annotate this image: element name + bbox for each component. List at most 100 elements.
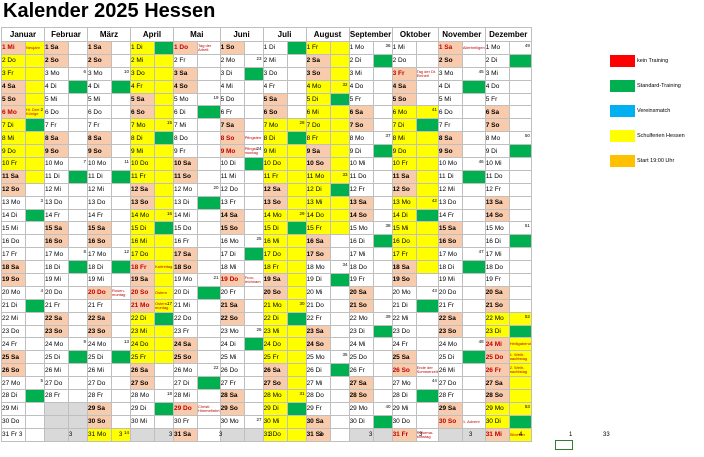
day-cell[interactable]: 18 Mi — [219, 260, 245, 275]
day-cell[interactable]: 13 Mo — [391, 195, 417, 210]
day-cell[interactable]: 28 Di — [391, 389, 417, 403]
day-cell[interactable]: 6 Do — [44, 105, 69, 120]
day-cell[interactable]: 19 Mi — [437, 273, 463, 287]
day-cell[interactable]: 31 Mi — [484, 427, 510, 442]
day-cell[interactable]: 30 Mi — [262, 414, 288, 429]
day-cell[interactable]: 8 Mo — [484, 131, 510, 146]
day-cell[interactable]: 23 Sa — [305, 324, 331, 339]
day-cell[interactable]: 5 Do — [219, 92, 245, 107]
day-cell[interactable]: 3 Mo — [437, 66, 463, 81]
day-cell[interactable]: 2 Di — [348, 53, 374, 68]
day-cell[interactable]: 17 Fr — [391, 247, 417, 262]
day-cell[interactable]: 15 Mi — [391, 221, 417, 236]
day-cell[interactable]: 5 Mi — [437, 92, 463, 107]
day-cell[interactable]: 21 Di — [391, 298, 417, 313]
day-cell[interactable]: 20 Sa — [348, 285, 374, 300]
day-cell[interactable]: 8 Mi — [1, 131, 26, 146]
day-cell[interactable]: 23 Do — [391, 324, 417, 339]
day-cell[interactable]: 26 Mi — [437, 363, 463, 378]
day-cell[interactable]: 11 Di — [44, 169, 69, 184]
day-cell[interactable]: 1 Sa — [87, 41, 112, 55]
day-cell[interactable]: 8 So — [219, 131, 245, 146]
day-cell[interactable]: 12 Fr — [348, 182, 374, 197]
day-cell[interactable]: 31 Do — [262, 427, 288, 442]
day-cell[interactable]: 14 Fr — [44, 208, 69, 223]
day-cell[interactable]: 11 Mi — [219, 169, 245, 184]
day-cell[interactable]: 2 So — [44, 53, 69, 68]
day-cell[interactable]: 25 Sa — [1, 350, 26, 365]
day-cell[interactable]: 7 Mo — [262, 118, 288, 133]
sheet-tab-icon[interactable] — [555, 440, 573, 450]
day-cell[interactable]: 12 Mi — [44, 182, 69, 197]
day-cell[interactable]: 19 Mi — [44, 273, 69, 287]
day-cell[interactable]: 7 Mi — [173, 118, 198, 133]
day-cell[interactable]: 5 Fr — [348, 92, 374, 107]
day-cell[interactable]: 5 Sa — [130, 92, 155, 107]
day-cell[interactable]: 21 Sa — [219, 298, 245, 313]
day-cell[interactable]: 14 Mo — [130, 208, 155, 223]
day-cell[interactable]: 31 Sa — [173, 427, 198, 442]
day-cell[interactable]: 1 Di — [262, 41, 288, 55]
day-cell[interactable]: 25 So — [173, 350, 198, 365]
day-cell[interactable]: 28 Fr — [87, 389, 112, 403]
day-cell[interactable]: 24 Fr — [1, 337, 26, 352]
day-cell[interactable]: 17 Mo — [44, 247, 69, 262]
day-cell[interactable]: 20 Do — [44, 285, 69, 300]
day-cell[interactable]: 13 Do — [437, 195, 463, 210]
day-cell[interactable]: 20 Sa — [484, 285, 510, 300]
day-cell[interactable]: 23 Mo — [219, 324, 245, 339]
day-cell[interactable]: 21 Di — [1, 298, 26, 313]
day-cell[interactable]: 21 So — [348, 298, 374, 313]
day-cell[interactable]: 10 Fr — [391, 157, 417, 171]
day-cell[interactable]: 18 Di — [44, 260, 69, 275]
day-cell[interactable]: 17 So — [305, 247, 331, 262]
day-cell[interactable]: 30 So — [87, 414, 112, 429]
day-cell[interactable]: 3 Mo — [44, 66, 69, 81]
day-cell[interactable]: 14 Di — [391, 208, 417, 223]
day-cell[interactable]: 21 Do — [305, 298, 331, 313]
day-cell[interactable]: 8 Fr — [305, 131, 331, 146]
day-cell[interactable]: 11 Do — [484, 169, 510, 184]
day-cell[interactable]: 5 Mi — [44, 92, 69, 107]
day-cell[interactable]: 27 So — [262, 376, 288, 391]
day-cell[interactable]: 4 Mo — [305, 79, 331, 94]
day-cell[interactable]: 5 Di — [305, 92, 331, 107]
day-cell[interactable]: 6 Do — [437, 105, 463, 120]
day-cell[interactable]: 15 Fr — [305, 221, 331, 236]
day-cell[interactable]: 18 Fr — [130, 260, 155, 275]
day-cell[interactable]: 5 So — [391, 92, 417, 107]
day-cell[interactable]: 11 Fr — [130, 169, 155, 184]
day-cell[interactable]: 26 Do — [219, 363, 245, 378]
day-cell[interactable]: 7 Di — [1, 118, 26, 133]
day-cell[interactable]: 28 So — [348, 389, 374, 403]
day-cell[interactable]: 16 Do — [391, 234, 417, 249]
day-cell[interactable]: 23 Mi — [130, 324, 155, 339]
day-cell[interactable]: 11 Mo — [305, 169, 331, 184]
day-cell[interactable]: 21 Mo — [262, 298, 288, 313]
day-cell[interactable]: 31 So — [305, 427, 331, 442]
day-cell[interactable]: 19 So — [391, 273, 417, 287]
day-cell[interactable]: 30 Sa — [305, 414, 331, 429]
day-cell[interactable]: 16 Sa — [305, 234, 331, 249]
day-cell[interactable]: 29 Sa — [437, 401, 463, 416]
day-cell[interactable]: 25 Fr — [130, 350, 155, 365]
day-cell[interactable]: 28 Mi — [173, 389, 198, 403]
day-cell[interactable]: 24 Fr — [391, 337, 417, 352]
day-cell[interactable]: 7 Di — [391, 118, 417, 133]
day-cell[interactable]: 25 Di — [44, 350, 69, 365]
day-cell[interactable]: 4 Di — [437, 79, 463, 94]
day-cell[interactable]: 29 So — [219, 401, 245, 416]
day-cell[interactable]: 16 Di — [484, 234, 510, 249]
day-cell[interactable]: 24 Mi — [484, 337, 510, 352]
day-cell[interactable]: 9 Do — [1, 144, 26, 159]
day-cell[interactable]: 25 Mo — [305, 350, 331, 365]
empty-cell[interactable] — [44, 414, 69, 429]
day-cell[interactable]: 4 Fr — [130, 79, 155, 94]
empty-cell[interactable] — [130, 427, 155, 442]
day-cell[interactable]: 18 Do — [348, 260, 374, 275]
day-cell[interactable]: 17 Mo — [87, 247, 112, 262]
empty-cell[interactable] — [437, 427, 463, 442]
day-cell[interactable]: 8 Di — [130, 131, 155, 146]
day-cell[interactable]: 15 Di — [130, 221, 155, 236]
day-cell[interactable]: 6 Mo — [1, 105, 26, 120]
